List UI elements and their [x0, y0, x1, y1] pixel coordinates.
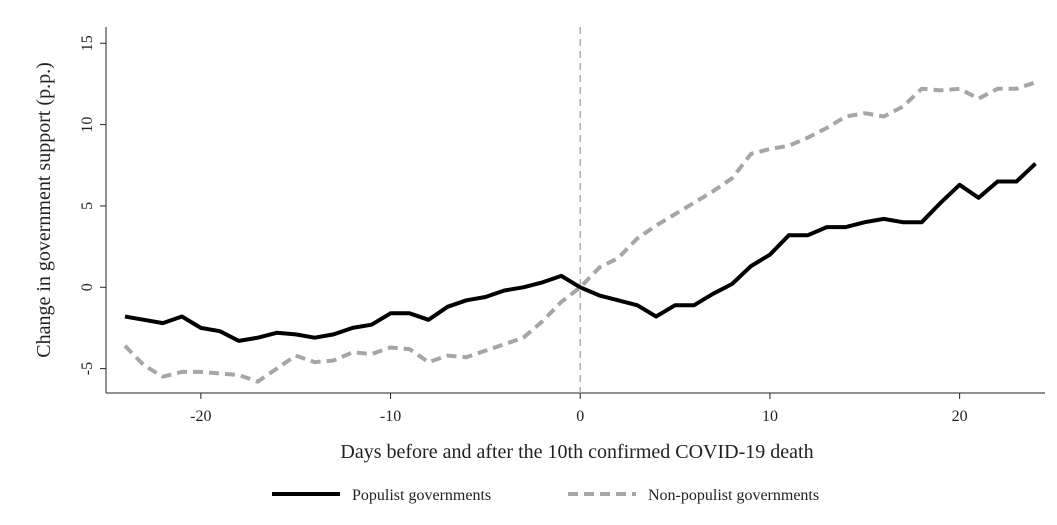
series-layer — [123, 80, 1037, 384]
y-tick-label: -5 — [79, 362, 96, 375]
y-axis-ticks: -5 0 5 10 15 — [79, 35, 106, 375]
y-tick-label: 5 — [79, 202, 96, 210]
y-tick-label: 0 — [79, 283, 96, 291]
series-line-populist-governments — [124, 162, 1037, 343]
y-tick-label: 10 — [79, 117, 96, 133]
legend-label-populist: Populist governments — [352, 487, 491, 504]
x-tick-label: -10 — [380, 408, 401, 425]
x-tick-label: 20 — [952, 408, 968, 425]
legend: Populist governments Non-populist govern… — [272, 487, 819, 504]
x-axis-title: Days before and after the 10th confirmed… — [340, 441, 813, 463]
x-tick-label: 0 — [576, 408, 584, 425]
legend-label-non-populist: Non-populist governments — [648, 487, 819, 504]
x-tick-label: -20 — [190, 408, 211, 425]
x-axis-ticks: -20 -10 0 10 20 — [190, 393, 968, 425]
x-tick-label: 10 — [762, 408, 778, 425]
y-tick-label: 15 — [79, 35, 96, 51]
series-line-non-populist-governments — [123, 80, 1037, 384]
y-axis-title: Change in government support (p.p.) — [33, 62, 55, 358]
